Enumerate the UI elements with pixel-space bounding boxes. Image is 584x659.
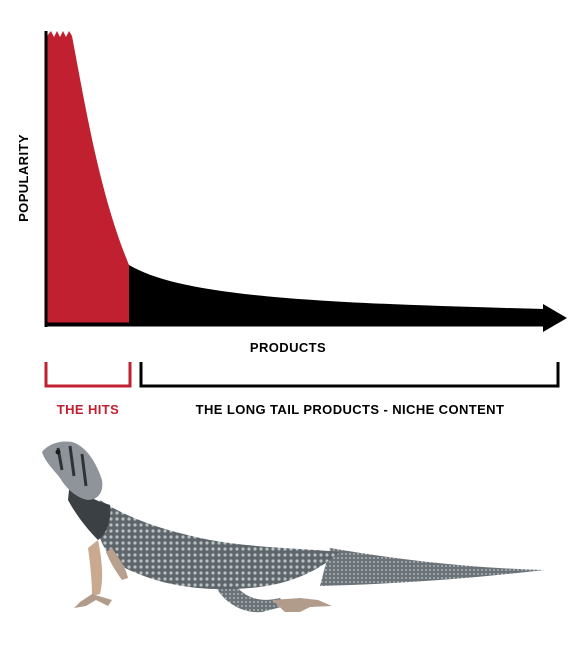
lizard-body <box>96 500 340 590</box>
hits-bracket <box>44 362 132 388</box>
hits-area <box>47 31 129 326</box>
tail-area <box>129 265 545 326</box>
lizard-front-foot <box>74 594 112 608</box>
tail-label: THE LONG TAIL PRODUCTS - NICHE CONTENT <box>196 402 505 417</box>
y-axis-label: POPULARITY <box>16 134 31 222</box>
lizard-photo <box>42 441 545 613</box>
lizard-back-foot <box>272 598 332 612</box>
tail-bracket <box>139 362 560 388</box>
lizard-front-leg <box>88 540 103 596</box>
lizard-front-leg-back <box>106 548 128 580</box>
hits-label: THE HITS <box>57 402 119 417</box>
lizard-tail <box>320 548 545 586</box>
x-axis-arrow <box>543 304 567 332</box>
x-axis-label: PRODUCTS <box>250 340 326 355</box>
lizard-eye <box>55 449 61 455</box>
